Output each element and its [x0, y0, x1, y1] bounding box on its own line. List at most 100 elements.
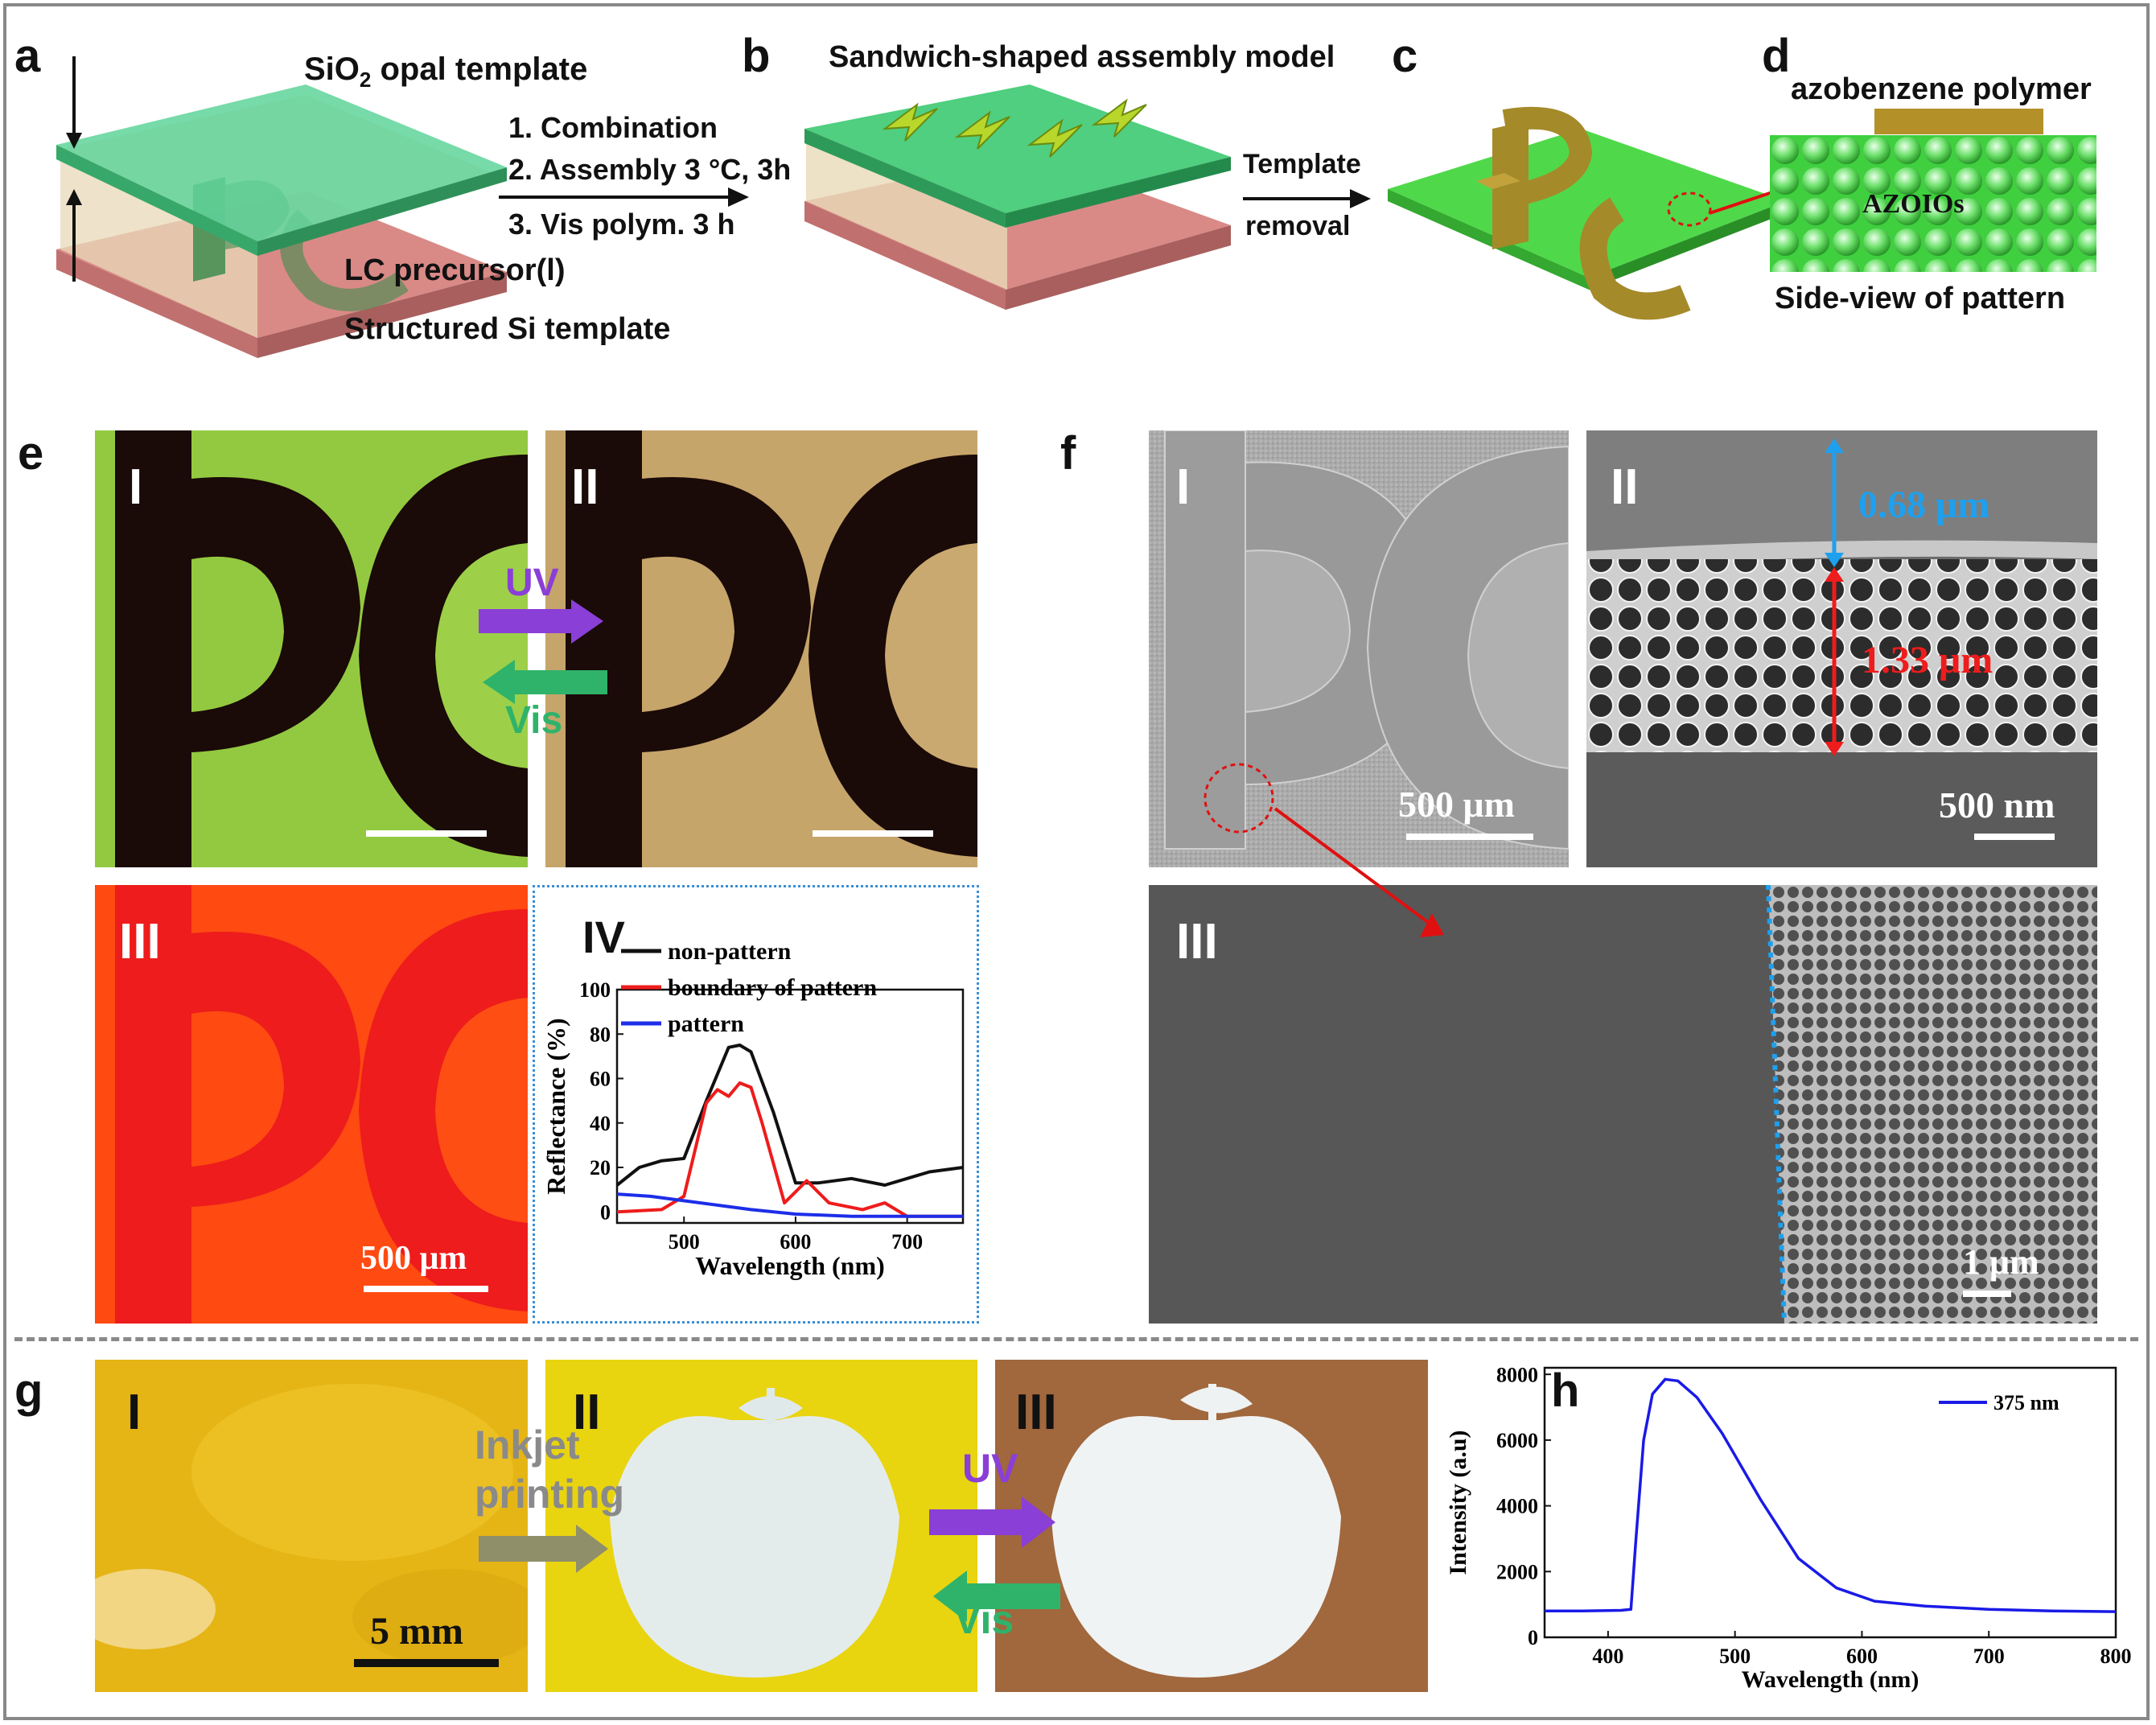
scale-label-g: 5 mm [370, 1610, 463, 1653]
photo-e-II [545, 430, 977, 867]
photo-g-II [545, 1360, 977, 1692]
roman-e-I: I [129, 459, 143, 515]
sem-f-III [1149, 885, 2097, 1324]
legend-label-2: pattern [668, 1011, 744, 1037]
thickness-label-mid: 1.33 μm [1862, 639, 1993, 681]
roman-f-I: I [1176, 459, 1191, 515]
template-removal-line1: Template [1243, 149, 1361, 179]
y-axis-label: Intensity (a.u) [1445, 1430, 1471, 1575]
zoom-arrow-f [1273, 807, 1444, 937]
x-tick-label: 500 [669, 1230, 700, 1254]
y-tick-label: 80 [590, 1023, 611, 1046]
scale-label-f-I: 500 μm [1398, 784, 1515, 825]
scale-bar-f-I [1406, 834, 1533, 840]
uv-vis-arrows-e [479, 599, 607, 704]
azobenzene-polymer-label: azobenzene polymer [1791, 72, 2092, 106]
roman-f-II: II [1611, 459, 1639, 515]
scale-label-f-II: 500 nm [1939, 784, 2055, 825]
roman-g-II: II [573, 1385, 601, 1440]
y-tick-label: 0 [600, 1200, 611, 1224]
x-tick-label: 700 [1973, 1645, 2005, 1668]
photo-g-III [995, 1360, 1428, 1692]
process-arrow-2 [1243, 189, 1371, 208]
inkjet-label-line1: Inkjet [475, 1422, 580, 1468]
si-template-label: Structured Si template [344, 312, 671, 346]
roman-f-III: III [1176, 914, 1218, 970]
roman-g-I: I [127, 1385, 142, 1440]
side-view-caption: Side-view of pattern [1775, 282, 2066, 315]
photo-e-III [95, 885, 528, 1324]
assembly-model-title: Sandwich-shaped assembly model [829, 40, 1335, 74]
chart-e-IV-frame [533, 885, 979, 1324]
x-tick-label: 800 [2100, 1645, 2132, 1668]
plot-frame [615, 988, 965, 1225]
roman-e-II: II [571, 459, 599, 515]
section-divider [14, 1337, 2138, 1341]
y-tick-label: 4000 [1496, 1495, 1538, 1518]
reflectance-chart: 500 600 700 0 20 40 60 80 100 Wavelength (nm) Refl… [541, 938, 965, 1280]
panel-label-f: f [1060, 427, 1076, 480]
y-tick-label: 40 [590, 1112, 611, 1135]
panel-label-h: h [1551, 1365, 1580, 1417]
y-tick-label: 60 [590, 1068, 611, 1091]
legend-label-0: 375 nm [1993, 1391, 2059, 1414]
step-3: 3. Vis polym. 3 h [508, 208, 735, 241]
roman-g-III: III [1015, 1385, 1057, 1440]
roman-e-IV: IV [582, 912, 625, 962]
uv-label-e: UV [505, 562, 559, 604]
x-tick-label: 600 [1846, 1645, 1878, 1668]
series-line-1 [616, 1081, 963, 1218]
photo-g-I [95, 1360, 528, 1692]
uv-label-g: UV [962, 1446, 1018, 1491]
vis-label-e: Vis [505, 699, 563, 742]
assembly-schematic-a [56, 56, 507, 358]
series-line-0 [615, 1044, 964, 1187]
scale-bar-e-II [813, 830, 933, 837]
opal-template-label: SiO2 opal template [304, 51, 588, 92]
scale-bar-e-III [364, 1286, 488, 1292]
panel-label-b: b [742, 30, 771, 82]
y-tick-label: 0 [1528, 1626, 1538, 1649]
thickness-arrows-f [1825, 438, 1844, 756]
y-tick-label: 6000 [1496, 1429, 1538, 1452]
scale-bar-e-I [366, 830, 487, 837]
scale-label-f-III: 1 μm [1963, 1242, 2039, 1282]
vis-label-g: Vis [954, 1597, 1014, 1642]
panel-label-e: e [18, 427, 44, 480]
x-tick-label: 700 [891, 1230, 923, 1254]
inkjet-arrow [479, 1525, 608, 1573]
step-2: 2. Assembly 3 °C, 3h [508, 153, 792, 186]
sem-f-II [1586, 430, 2097, 867]
process-arrow-1 [499, 187, 749, 207]
uv-vis-arrows-g [929, 1497, 1060, 1622]
pattern-schematic-c [1388, 106, 1786, 320]
azobenzene-polymer-layer [1874, 109, 2043, 134]
photo-e-I [95, 430, 528, 867]
x-tick-label: 400 [1592, 1645, 1623, 1668]
azoios-label: AZOIOs [1862, 189, 1965, 219]
step-1: 1. Combination [508, 111, 718, 144]
y-tick-label: 20 [590, 1156, 611, 1180]
scale-bar-f-II [1974, 834, 2055, 840]
plot-frame [1543, 1366, 2117, 1639]
panel-label-a: a [14, 30, 41, 82]
y-tick-label: 8000 [1496, 1363, 1538, 1386]
y-tick-label: 2000 [1496, 1560, 1538, 1583]
scale-label-e-III: 500 μm [360, 1240, 467, 1277]
assembly-schematic-b [804, 84, 1231, 310]
inkjet-label-line2: printing [475, 1472, 625, 1517]
panel-label-d: d [1762, 30, 1791, 82]
y-tick-label: 100 [579, 978, 611, 1002]
template-removal-line2: removal [1245, 211, 1351, 241]
scale-bar-f-III [1963, 1291, 2011, 1297]
thickness-label-top: 0.68 μm [1858, 484, 1990, 526]
sem-f-I [1149, 430, 1569, 867]
figure-border [3, 3, 2150, 1720]
lc-precursor-label: LC precursor(l) [344, 253, 566, 287]
emission-chart: 400 500 600 700 80002000400060008000Waveleng… [1445, 1363, 2132, 1693]
panel-label-g: g [14, 1365, 43, 1417]
x-tick-label: 600 [780, 1230, 811, 1254]
legend-label-0: non-pattern [668, 938, 792, 965]
legend-label-1: boundary of pattern [668, 974, 877, 1001]
